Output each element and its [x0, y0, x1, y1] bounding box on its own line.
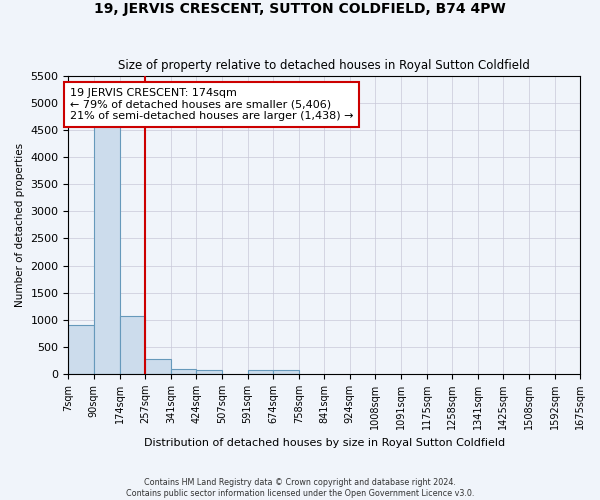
Y-axis label: Number of detached properties: Number of detached properties	[15, 143, 25, 307]
Bar	[119, 316, 145, 374]
Bar	[248, 370, 273, 374]
Text: Contains HM Land Registry data © Crown copyright and database right 2024.
Contai: Contains HM Land Registry data © Crown c…	[126, 478, 474, 498]
Bar	[273, 370, 299, 374]
Bar	[145, 359, 171, 374]
Bar	[171, 369, 196, 374]
Bar	[196, 370, 222, 374]
Title: Size of property relative to detached houses in Royal Sutton Coldfield: Size of property relative to detached ho…	[118, 59, 530, 72]
Bar	[68, 325, 94, 374]
Bar	[94, 124, 119, 374]
X-axis label: Distribution of detached houses by size in Royal Sutton Coldfield: Distribution of detached houses by size …	[143, 438, 505, 448]
Text: 19 JERVIS CRESCENT: 174sqm
← 79% of detached houses are smaller (5,406)
21% of s: 19 JERVIS CRESCENT: 174sqm ← 79% of deta…	[70, 88, 353, 121]
Text: 19, JERVIS CRESCENT, SUTTON COLDFIELD, B74 4PW: 19, JERVIS CRESCENT, SUTTON COLDFIELD, B…	[94, 2, 506, 16]
